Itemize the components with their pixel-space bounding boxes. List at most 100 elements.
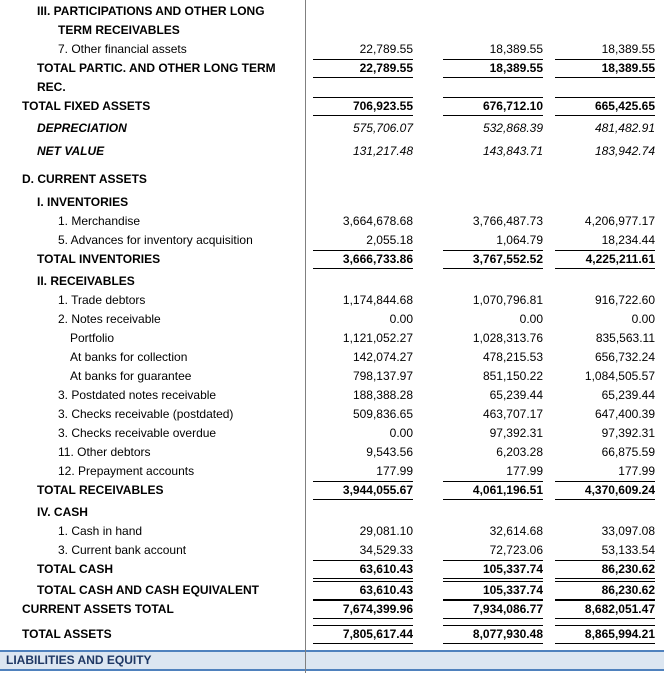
amount-col1: 575,706.07 <box>352 121 413 135</box>
row-label: CURRENT ASSETS TOTAL <box>22 602 174 616</box>
amount-col3: 33,097.08 <box>601 524 655 538</box>
row-label: IV. CASH <box>37 505 88 519</box>
row-values: 1,174,844.68 1,070,796.81 916,722.60 <box>313 291 655 310</box>
row-label: At banks for collection <box>70 350 188 364</box>
amount-col3: 665,425.65 <box>555 97 655 116</box>
amount-col2: 676,712.10 <box>443 97 543 116</box>
row-label: 2. Notes receivable <box>58 312 161 326</box>
table-row: I. INVENTORIES <box>0 193 664 212</box>
amount-col1: 188,388.28 <box>352 388 413 402</box>
row-values: 7,805,617.44 8,077,930.48 8,865,994.21 <box>313 625 655 644</box>
row-values: 131,217.48 143,843.71 183,942.74 <box>313 142 655 161</box>
amount-col2: 532,868.39 <box>482 121 543 135</box>
amount-col2: 6,203.28 <box>496 445 543 459</box>
row-label: 1. Cash in hand <box>58 524 143 538</box>
row-label: 7. Other financial assets <box>58 42 187 56</box>
row-label: 5. Advances for inventory acquisition <box>58 233 253 247</box>
amount-col3: 18,389.55 <box>555 59 655 78</box>
amount-col2: 3,766,487.73 <box>472 214 543 228</box>
amount-col1: 63,610.43 <box>313 581 413 600</box>
amount-col1: 1,121,052.27 <box>342 331 413 345</box>
amount-col1: 34,529.33 <box>359 543 413 557</box>
amount-col1: 22,789.55 <box>359 42 413 56</box>
amount-col3: 916,722.60 <box>594 293 655 307</box>
liabilities-and-equity-section-band: LIABILITIES AND EQUITY <box>0 650 664 671</box>
row-label: TOTAL RECEIVABLES <box>37 483 164 497</box>
row-label: 3. Checks receivable (postdated) <box>58 407 234 421</box>
row-label: 3. Current bank account <box>58 543 187 557</box>
row-values: 188,388.28 65,239.44 65,239.44 <box>313 386 655 405</box>
amount-col2: 177.99 <box>506 464 543 478</box>
row-label: 1. Trade debtors <box>58 293 146 307</box>
row-values: 2,055.18 1,064.79 18,234.44 <box>313 231 655 250</box>
row-values: 7,674,399.96 7,934,086.77 8,682,051.47 <box>313 600 655 619</box>
amount-col3: 8,682,051.47 <box>555 600 655 619</box>
amount-col3: 1,084,505.57 <box>584 369 655 383</box>
amount-col3: 481,482.91 <box>594 121 655 135</box>
row-values: 0.00 97,392.31 97,392.31 <box>313 424 655 443</box>
table-row: At banks for guarantee 798,137.97 851,15… <box>0 367 664 386</box>
table-row: 1. Trade debtors 1,174,844.68 1,070,796.… <box>0 291 664 310</box>
row-values: 798,137.97 851,150.22 1,084,505.57 <box>313 367 655 386</box>
amount-col2: 72,723.06 <box>489 543 543 557</box>
table-row: 3. Postdated notes receivable 188,388.28… <box>0 386 664 405</box>
table-row: 2. Notes receivable 0.00 0.00 0.00 <box>0 310 664 329</box>
row-label: TOTAL ASSETS <box>22 627 112 641</box>
amount-col3: 86,230.62 <box>555 581 655 600</box>
amount-col1: 798,137.97 <box>352 369 413 383</box>
amount-col2: 1,070,796.81 <box>472 293 543 307</box>
table-row: III. PARTICIPATIONS AND OTHER LONG TERM … <box>0 2 664 40</box>
amount-col2: 65,239.44 <box>489 388 543 402</box>
row-label: D. CURRENT ASSETS <box>22 172 147 186</box>
table-row: NET VALUE 131,217.48 143,843.71 183,942.… <box>0 142 664 161</box>
row-values: 34,529.33 72,723.06 53,133.54 <box>313 541 655 560</box>
amount-col1: 706,923.55 <box>313 97 413 116</box>
amount-col1: 7,674,399.96 <box>313 600 413 619</box>
amount-col3: 4,225,211.61 <box>555 250 655 269</box>
table-row: 3. Checks receivable (postdated) 509,836… <box>0 405 664 424</box>
amount-col1: 63,610.43 <box>313 560 413 579</box>
amount-col3: 53,133.54 <box>601 543 655 557</box>
amount-col3: 4,206,977.17 <box>584 214 655 228</box>
column-divider <box>305 0 306 673</box>
amount-col3: 65,239.44 <box>601 388 655 402</box>
table-row: TOTAL CASH 63,610.43 105,337.74 86,230.6… <box>0 560 664 579</box>
table-row: TOTAL RECEIVABLES 3,944,055.67 4,061,196… <box>0 481 664 500</box>
amount-col3: 18,234.44 <box>601 233 655 247</box>
row-label: Portfolio <box>70 331 115 345</box>
table-row: D. CURRENT ASSETS <box>0 170 664 189</box>
row-values: 177.99 177.99 177.99 <box>313 462 655 481</box>
row-label-line2: REC. <box>37 80 66 94</box>
amount-col1: 3,664,678.68 <box>342 214 413 228</box>
table-row: CURRENT ASSETS TOTAL 7,674,399.96 7,934,… <box>0 600 664 619</box>
amount-col2: 851,150.22 <box>482 369 543 383</box>
table-row: TOTAL INVENTORIES 3,666,733.86 3,767,552… <box>0 250 664 269</box>
row-label: 3. Checks receivable overdue <box>58 426 217 440</box>
amount-col2: 1,064.79 <box>496 233 543 247</box>
row-values: 1,121,052.27 1,028,313.76 835,563.11 <box>313 329 655 348</box>
row-values: 509,836.65 463,707.17 647,400.39 <box>313 405 655 424</box>
row-label-line1: TOTAL PARTIC. AND OTHER LONG TERM <box>37 61 276 75</box>
section-band-label: LIABILITIES AND EQUITY <box>6 653 152 667</box>
row-values: 3,664,678.68 3,766,487.73 4,206,977.17 <box>313 212 655 231</box>
amount-col3: 183,942.74 <box>594 144 655 158</box>
amount-col1: 509,836.65 <box>352 407 413 421</box>
amount-col3: 0.00 <box>631 312 655 326</box>
table-row: 5. Advances for inventory acquisition 2,… <box>0 231 664 250</box>
amount-col2: 3,767,552.52 <box>443 250 543 269</box>
amount-col1: 177.99 <box>376 464 413 478</box>
row-values: 22,789.55 18,389.55 18,389.55 <box>313 59 655 78</box>
table-row: 12. Prepayment accounts 177.99 177.99 17… <box>0 462 664 481</box>
row-values: 575,706.07 532,868.39 481,482.91 <box>313 119 655 138</box>
amount-col1: 142,074.27 <box>352 350 413 364</box>
amount-col2: 105,337.74 <box>443 581 543 600</box>
row-label: At banks for guarantee <box>70 369 192 383</box>
amount-col2: 32,614.68 <box>489 524 543 538</box>
amount-col2: 4,061,196.51 <box>443 481 543 500</box>
row-label: 11. Other debtors <box>58 445 151 459</box>
table-row: Portfolio 1,121,052.27 1,028,313.76 835,… <box>0 329 664 348</box>
row-label-line2: TERM RECEIVABLES <box>58 23 180 37</box>
row-values: 3,666,733.86 3,767,552.52 4,225,211.61 <box>313 250 655 269</box>
row-label: TOTAL CASH <box>37 562 114 576</box>
table-row: 1. Merchandise 3,664,678.68 3,766,487.73… <box>0 212 664 231</box>
